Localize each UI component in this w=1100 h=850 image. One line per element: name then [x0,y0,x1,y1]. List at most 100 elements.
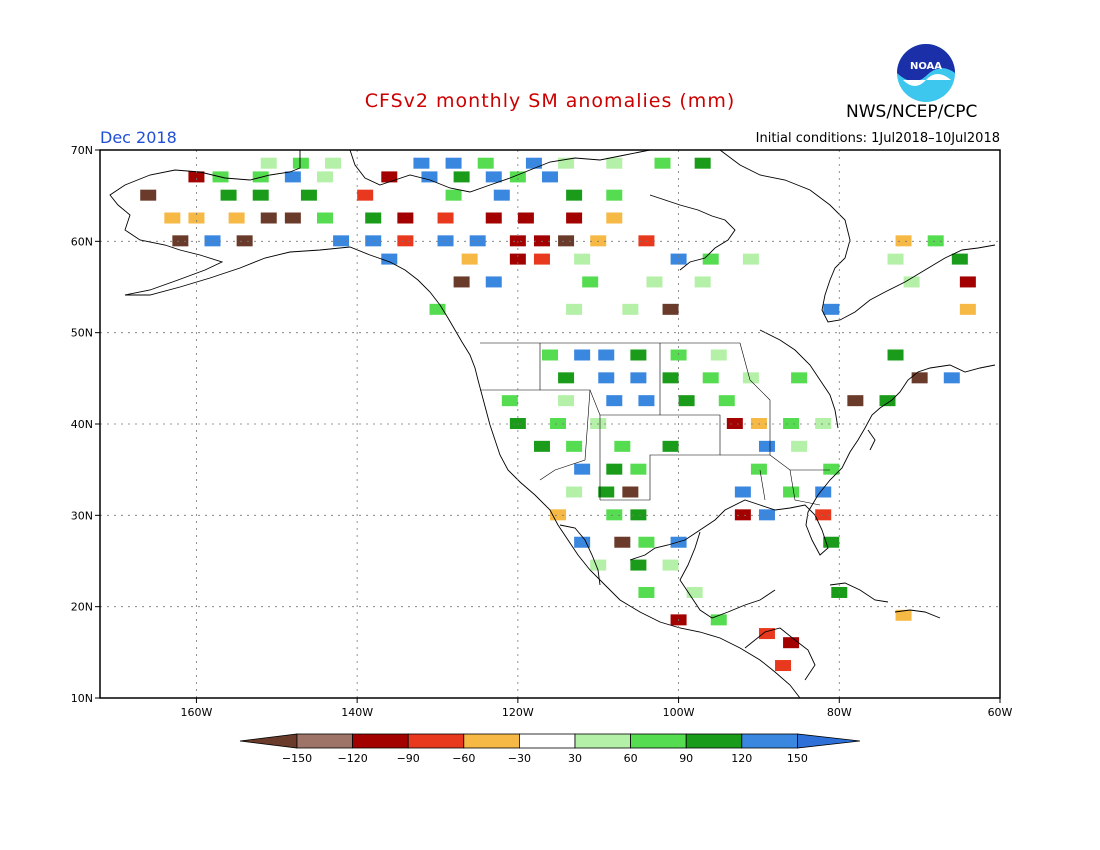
anomaly-cell [662,372,679,384]
anomaly-cell [550,418,567,429]
anomaly-cell [710,614,727,626]
anomaly-cell [509,171,526,183]
colorbar-swatch [352,733,409,749]
anomaly-cell [606,189,623,201]
anomaly-cell [815,418,832,429]
colorbar-swatch [519,733,576,749]
colorbar-label: −90 [397,752,420,765]
anomaly-cell [566,189,583,201]
anomaly-cell [558,157,575,169]
anomaly-cell [397,212,414,224]
anomaly-cell [598,372,615,384]
anomaly-cell [887,253,904,265]
anomaly-cell [646,276,663,288]
anomaly-cell [574,349,591,361]
lon-tick-label: 60W [988,706,1013,719]
anomaly-cell [694,276,711,288]
anomaly-cell [317,212,333,224]
anomaly-cell [630,463,647,475]
anomaly-cell [895,235,912,247]
lon-tick-label: 120W [502,706,534,719]
anomaly-cell [823,303,840,315]
lat-tick-label: 40N [71,418,93,431]
coastlines [109,149,996,699]
lat-tick-label: 20N [71,601,93,614]
anomaly-cell [662,559,679,571]
lat-tick-label: 10N [71,692,93,705]
anomaly-cell [333,235,350,247]
anomaly-cell [204,235,221,247]
anomaly-cell [228,212,245,224]
anomaly-cell [172,235,189,247]
anomaly-cell [815,486,832,498]
anomaly-cell [509,235,526,247]
anomaly-cell [590,559,607,571]
anomaly-cell [550,509,567,521]
anomaly-cell [469,235,486,247]
anomaly-cell [783,486,800,498]
anomaly-cell [365,235,382,247]
anomaly-cell [791,440,808,452]
lon-tick-label: 80W [827,706,852,719]
anomaly-cell [630,509,647,521]
colorbar-swatch [630,733,687,749]
colorbar-label: −60 [452,752,475,765]
anomaly-cell [574,463,591,475]
anomaly-cell [542,171,558,183]
anomaly-cell [903,276,920,288]
anomaly-cell [397,235,414,247]
anomaly-cell [622,303,639,315]
colorbar-label: 60 [624,752,638,765]
anomaly-cell [670,253,687,265]
anomaly-cell [758,628,775,640]
anomaly-cell [710,349,727,361]
anomaly-cell [614,440,631,452]
anomaly-cell [638,586,655,598]
anomaly-cell [823,536,840,548]
anomaly-cell [509,253,526,265]
latitude-labels: 70N 60N 50N 40N 30N 20N 10N [71,144,100,705]
anomaly-cell [622,486,639,498]
anomaly-cell [823,463,840,475]
colorbar-label: 30 [568,752,582,765]
anomaly-cell [325,157,342,169]
colorbar-label: −150 [282,752,312,765]
anomaly-cell [590,235,607,247]
anomaly-cell [533,440,550,452]
anomaly-cell [606,395,623,407]
anomaly-cell [445,189,462,201]
anomaly-cell [895,609,912,621]
anomaly-cell [815,509,832,521]
anomaly-cell [694,157,711,169]
anomaly-cell [775,660,792,672]
anomaly-cell [750,418,767,429]
anomaly-cell [365,212,382,224]
anomaly-cell [911,372,928,384]
anomaly-cell [558,235,575,247]
anomaly-cell [783,637,800,649]
agency-label: NWS/NCEP/CPC [846,102,978,122]
lon-tick-label: 160W [180,706,212,719]
anomaly-cell [959,303,976,315]
anomaly-cell [951,253,968,265]
anomaly-cell [453,171,470,183]
anomaly-cell [927,235,944,247]
anomaly-cell [959,276,976,288]
anomaly-cell [887,349,904,361]
anomaly-cell [284,171,301,183]
colorbar-swatch [741,733,798,749]
colorbar-swatch [296,733,353,749]
anomaly-cell [292,157,309,169]
anomaly-cell [734,509,751,521]
anomaly-cell [678,395,695,407]
anomaly-cell [654,157,671,169]
anomaly-cell [437,212,454,224]
anomaly-cell [662,303,679,315]
anomaly-cell [357,189,374,201]
anomaly-cell [791,372,808,384]
lat-tick-label: 70N [71,144,93,157]
anomaly-cell [606,157,623,169]
anomaly-cell [630,559,647,571]
anomaly-cell [742,253,759,265]
